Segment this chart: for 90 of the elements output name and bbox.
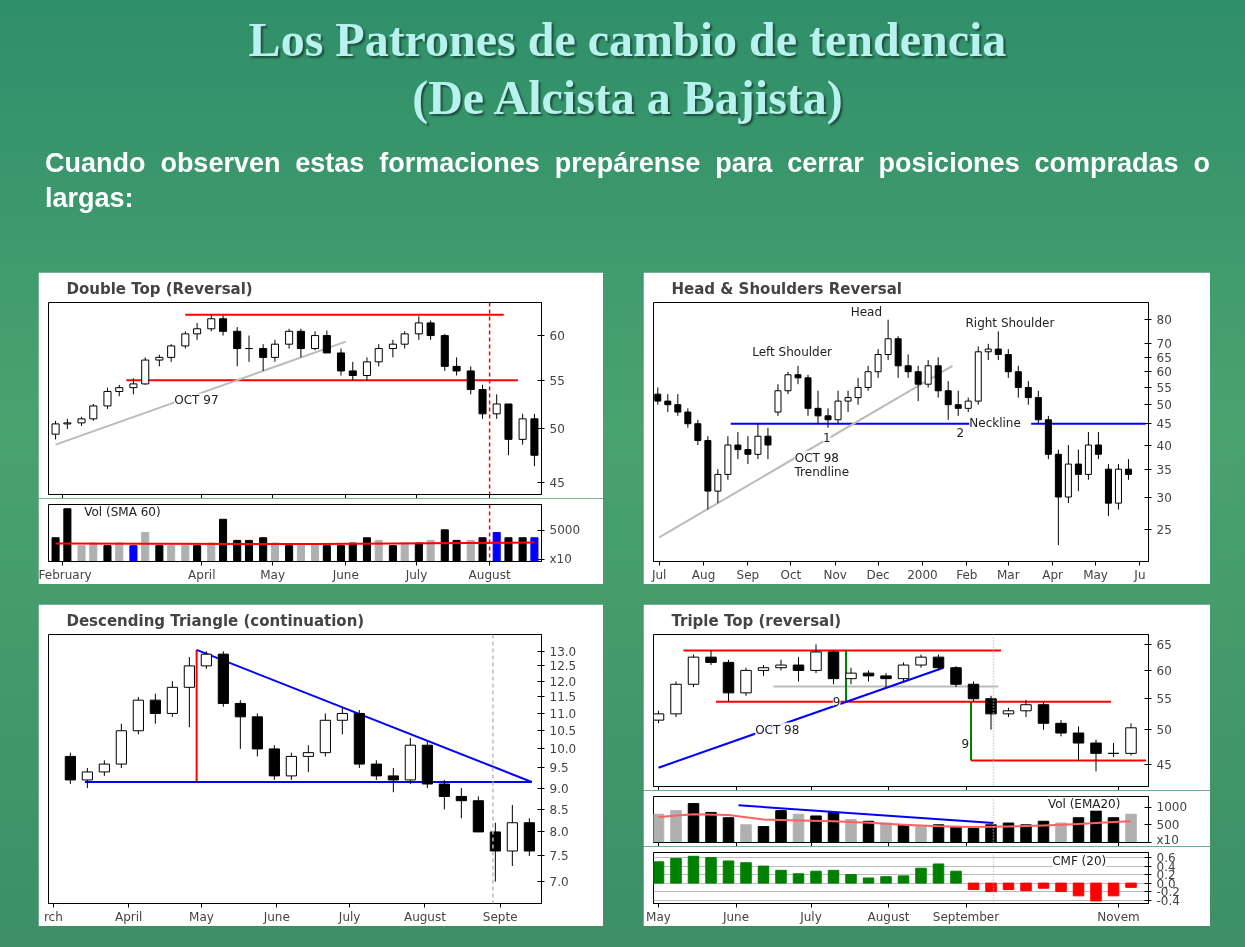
annotation: Head	[850, 304, 883, 319]
x-tick-label: August	[468, 567, 511, 582]
annotation: Right Shoulder	[965, 316, 1055, 331]
y-tick-label: 55	[1156, 380, 1172, 395]
x-tick-label: July	[799, 909, 822, 924]
chart-title: Head & Shoulders Reversal	[671, 279, 902, 298]
x-tick-label: Dec	[866, 567, 890, 582]
x-tick-label: Nov	[823, 567, 847, 582]
x-tick-label: Aug	[691, 567, 716, 582]
y-tick-label: 45	[549, 476, 565, 491]
annotation: OCT 98	[755, 722, 800, 737]
y-tick-label: 11.5	[549, 690, 577, 705]
y-tick-label: 50	[1156, 723, 1172, 738]
annotation: 9	[832, 694, 841, 709]
x-tick-label: Mar	[996, 567, 1020, 582]
annotation: Trendline	[793, 465, 850, 480]
x-tick-label: July	[404, 567, 428, 582]
y-tick-label: 12.5	[549, 659, 577, 674]
x-tick-label: July	[337, 909, 361, 924]
x-tick-label: Ju	[1133, 567, 1146, 582]
y-tick-label: 70	[1156, 337, 1172, 352]
annotation: Vol (SMA 60)	[84, 505, 161, 520]
annotation: 2	[956, 425, 965, 440]
y-tick-label: 10.0	[549, 742, 577, 757]
x-tick-label: Oct	[780, 567, 802, 582]
x-tick-label: Novem	[1097, 909, 1140, 924]
text: x10	[1156, 832, 1179, 847]
y-tick-label: 45	[1156, 757, 1172, 772]
text: 5000	[549, 523, 581, 538]
chart-title: Triple Top (reversal)	[671, 611, 842, 630]
y-tick-label: 8.5	[549, 802, 569, 817]
y-tick-label: 80	[1156, 313, 1172, 328]
y-tick-label: 65	[1156, 637, 1172, 652]
y-tick-label: 13.0	[549, 644, 577, 659]
y-tick-label: 30	[1156, 490, 1172, 505]
annotation: 9	[961, 737, 970, 752]
y-tick-label: 8.0	[549, 825, 569, 840]
annotation: CMF (20)	[1052, 854, 1107, 869]
x-tick-label: May	[260, 567, 285, 582]
annotation: OCT 97	[174, 393, 219, 408]
y-tick-label: 60	[1156, 663, 1172, 678]
x-tick-label: May	[1083, 567, 1108, 582]
y-tick-label: 10.5	[549, 724, 577, 739]
x-tick-label: April	[188, 567, 216, 582]
y-tick-label: 40	[1156, 438, 1172, 453]
y-tick-label: 25	[1156, 523, 1172, 538]
annotation: OCT 98	[794, 450, 839, 465]
annotation: 1	[822, 430, 831, 445]
x-tick-label: 2000	[907, 567, 938, 582]
y-tick-label: 65	[1156, 350, 1172, 365]
x-tick-label: Septe	[482, 909, 518, 924]
x-tick-label: April	[114, 909, 143, 924]
x-tick-label: June	[721, 909, 750, 924]
x-tick-label: August	[867, 909, 910, 924]
y-tick-label: 9.5	[549, 761, 569, 776]
y-tick-label: 7.5	[549, 849, 569, 864]
y-tick-label: 35	[1156, 462, 1172, 477]
x-tick-label: Feb	[956, 567, 978, 582]
y-tick-label: 60	[549, 329, 565, 344]
text: Cuando observen estas formaciones prepárense para cerrar posiciones compradas o largas:	[45, 147, 1210, 216]
text: Los Patrones de cambio de tendencia (De Alcista a Bajista)	[247, 12, 1008, 127]
chart-title: Descending Triangle (continuation)	[66, 611, 365, 630]
y-tick-label: 11.0	[549, 706, 577, 721]
text: x10	[549, 552, 572, 567]
y-tick-label: 55	[1156, 692, 1172, 707]
y-tick-label: 7.0	[549, 875, 569, 890]
x-tick-label: June	[262, 909, 290, 924]
y-tick-label: 60	[1156, 365, 1172, 380]
x-tick-label: May	[646, 909, 671, 924]
annotation: Vol (EMA20)	[1047, 796, 1121, 811]
y-tick-label: 45	[1156, 417, 1172, 432]
annotation: Neckline	[969, 415, 1021, 430]
y-tick-label: 12.0	[549, 674, 577, 689]
x-tick-label: rch	[43, 909, 63, 924]
y-tick-label: 50	[549, 422, 565, 437]
chart-title: Double Top (Reversal)	[66, 279, 253, 298]
y-tick-label: 500	[1156, 817, 1180, 832]
y-tick-label: 50	[1156, 398, 1172, 413]
y-tick-label: 55	[549, 373, 565, 388]
x-tick-label: June	[331, 567, 359, 582]
x-tick-label: May	[189, 909, 214, 924]
x-tick-label: Apr	[1042, 567, 1064, 582]
y-tick-label: 1000	[1156, 800, 1188, 815]
x-tick-label: Sep	[736, 567, 760, 582]
y-tick-label: 9.0	[549, 781, 569, 796]
x-tick-label: September	[932, 909, 1000, 924]
x-tick-label: August	[403, 909, 447, 924]
x-tick-label: February	[38, 567, 92, 582]
annotation: Left Shoulder	[752, 344, 833, 359]
x-tick-label: Jul	[650, 567, 667, 582]
